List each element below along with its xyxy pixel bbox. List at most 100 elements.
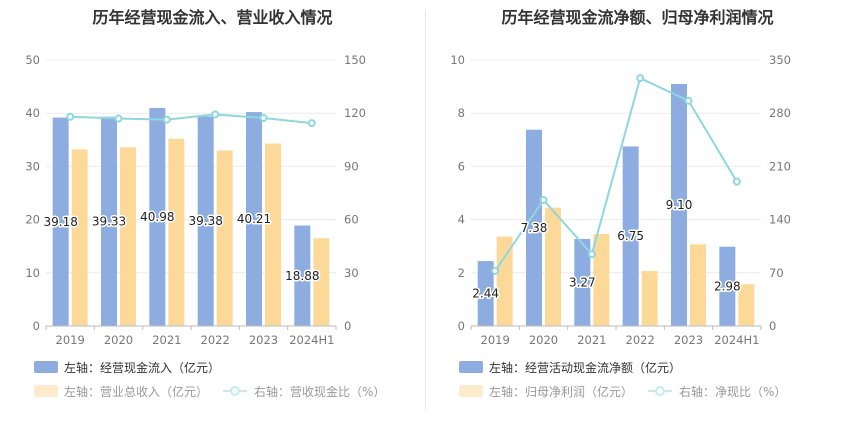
legend-item-net-profit[interactable]: 左轴：归母净利润（亿元） bbox=[459, 383, 633, 400]
legend-swatch-revenue bbox=[34, 385, 58, 397]
panel-divider bbox=[425, 10, 426, 410]
y-left-tick-label: 20 bbox=[25, 213, 40, 227]
y-left-tick-label: 6 bbox=[458, 159, 465, 173]
ratio-line-point bbox=[539, 195, 548, 204]
legend-label-net-profit: 左轴：归母净利润（亿元） bbox=[489, 384, 634, 399]
data-label: 40.21 bbox=[237, 212, 271, 226]
ratio-line-point bbox=[636, 74, 645, 83]
bar-primary bbox=[52, 117, 69, 326]
y-left-tick-label: 30 bbox=[25, 159, 40, 173]
data-label: 40.98 bbox=[140, 210, 174, 224]
net-cash-chart: 0 2 4 6 8 10 0 70 140 210 280 350 2019 2020 2021 2022 20… bbox=[450, 53, 791, 347]
x-tick-label: 2022 bbox=[626, 333, 655, 347]
legend-item-cash-inflow[interactable]: 左轴：经营现金流入（亿元） bbox=[34, 359, 220, 376]
cash-inflow-chart: 0 10 20 30 40 50 0 30 60 90 120 150 2019 2020 2021 2022… bbox=[25, 53, 366, 347]
bar-primary bbox=[719, 246, 736, 326]
data-label: 39.33 bbox=[92, 214, 126, 228]
bar-secondary bbox=[641, 270, 658, 326]
legend-swatch-cash-inflow bbox=[34, 361, 58, 373]
legend-line-swatch-icon bbox=[223, 386, 248, 396]
x-tick-label: 2024H1 bbox=[714, 333, 759, 347]
chart-panel-cash-inflow: 历年经营现金流入、营业收入情况 0 10 20 30 40 50 0 30 60 90 120 150… bbox=[25, 8, 399, 399]
bar-primary bbox=[197, 116, 214, 326]
ratio-line-point bbox=[307, 119, 316, 128]
bar-primary bbox=[149, 107, 166, 327]
ratio-line bbox=[70, 113, 312, 125]
data-label: 2.44 bbox=[472, 287, 499, 301]
y-right-tick-label: 30 bbox=[344, 266, 359, 280]
legend-swatch-net-profit bbox=[459, 385, 483, 397]
bar-secondary bbox=[168, 138, 185, 326]
ratio-line-point bbox=[114, 114, 123, 123]
legend-row-1: 左轴：经营活动现金流净额（亿元） bbox=[459, 359, 695, 375]
bar-secondary bbox=[216, 150, 233, 326]
data-label: 39.18 bbox=[43, 215, 77, 229]
chart-title: 历年经营现金流净额、归母净利润情况 bbox=[501, 8, 774, 27]
bar-secondary bbox=[545, 207, 561, 326]
legend-item-revenue[interactable]: 左轴：营业总收入（亿元） bbox=[34, 383, 208, 400]
y-left-tick-label: 2 bbox=[458, 266, 465, 280]
y-left-tick-label: 40 bbox=[25, 106, 40, 120]
legend-label-net-cash-flow: 左轴：经营活动现金流净额（亿元） bbox=[489, 360, 682, 375]
bar-primary bbox=[246, 112, 262, 327]
ratio-line-point bbox=[587, 250, 596, 259]
data-label: 3.27 bbox=[569, 276, 596, 290]
ratio-line-point bbox=[162, 115, 171, 124]
bar-primary bbox=[477, 261, 494, 326]
y-left-tick-label: 0 bbox=[33, 319, 40, 333]
y-left-tick-label: 10 bbox=[25, 266, 40, 280]
data-label: 6.75 bbox=[617, 229, 644, 243]
chart-panel-net-cash: 历年经营现金流净额、归母净利润情况 0 2 4 6 8 10 0 70 140 210 280 350… bbox=[425, 0, 850, 437]
legend-item-net-cash-ratio[interactable]: 右轴：净现比（%） bbox=[647, 383, 786, 400]
x-tick-label: 2021 bbox=[152, 333, 181, 347]
y-right-tick-label: 0 bbox=[344, 319, 351, 333]
data-label: 39.38 bbox=[188, 214, 222, 228]
legend-item-net-cash-flow[interactable]: 左轴：经营活动现金流净额（亿元） bbox=[459, 359, 681, 376]
legend-row-1: 左轴：经营现金流入（亿元） bbox=[34, 359, 234, 375]
x-tick-label: 2022 bbox=[201, 333, 230, 347]
ratio-line-point bbox=[211, 110, 220, 119]
legend-row-2: 左轴：归母净利润（亿元） 右轴：净现比（%） bbox=[459, 383, 800, 399]
bar-secondary bbox=[496, 236, 513, 326]
legend-label-revenue: 左轴：营业总收入（亿元） bbox=[64, 384, 209, 399]
bar-primary bbox=[294, 225, 311, 326]
bar-primary bbox=[574, 239, 591, 326]
x-tick-label: 2021 bbox=[577, 333, 606, 347]
y-left-tick-label: 8 bbox=[458, 106, 465, 120]
bar-primary bbox=[671, 83, 687, 326]
y-right-tick-label: 120 bbox=[344, 106, 366, 120]
bar-secondary bbox=[690, 244, 706, 326]
ratio-line-point bbox=[259, 113, 268, 122]
bar-secondary bbox=[593, 233, 610, 326]
data-label: 18.88 bbox=[285, 269, 319, 283]
legend-item-revenue-cash-ratio[interactable]: 右轴：营收现金比（%） bbox=[222, 383, 385, 400]
bar-primary bbox=[622, 146, 639, 326]
x-tick-label: 2019 bbox=[56, 333, 85, 347]
x-tick-label: 2023 bbox=[249, 333, 278, 347]
ratio-line-point bbox=[66, 112, 75, 121]
chart-title: 历年经营现金流入、营业收入情况 bbox=[92, 8, 333, 27]
data-label: 2.98 bbox=[714, 279, 741, 293]
y-right-tick-label: 280 bbox=[769, 106, 791, 120]
y-right-tick-label: 0 bbox=[769, 319, 776, 333]
y-right-tick-label: 70 bbox=[769, 266, 784, 280]
bar-primary bbox=[101, 116, 117, 326]
ratio-line-point bbox=[684, 96, 693, 105]
data-label: 7.38 bbox=[521, 221, 548, 235]
y-right-tick-label: 350 bbox=[769, 53, 791, 67]
bar-secondary bbox=[120, 147, 136, 326]
y-left-tick-label: 4 bbox=[458, 213, 465, 227]
y-left-tick-label: 10 bbox=[450, 53, 465, 67]
legend-label-cash-inflow: 左轴：经营现金流入（亿元） bbox=[64, 360, 221, 375]
y-right-tick-label: 150 bbox=[344, 53, 366, 67]
bar-secondary bbox=[265, 143, 281, 326]
y-right-tick-label: 60 bbox=[344, 213, 359, 227]
data-label: 9.10 bbox=[666, 198, 693, 212]
x-tick-label: 2020 bbox=[104, 333, 133, 347]
legend-row-2: 左轴：营业总收入（亿元） 右轴：营收现金比（%） bbox=[34, 383, 399, 399]
legend-swatch-net-cash-flow bbox=[459, 361, 483, 373]
x-tick-label: 2024H1 bbox=[289, 333, 334, 347]
y-left-tick-label: 0 bbox=[458, 319, 465, 333]
legend-label-revenue-cash-ratio: 右轴：营收现金比（%） bbox=[254, 384, 386, 399]
ratio-line-point bbox=[491, 266, 500, 275]
